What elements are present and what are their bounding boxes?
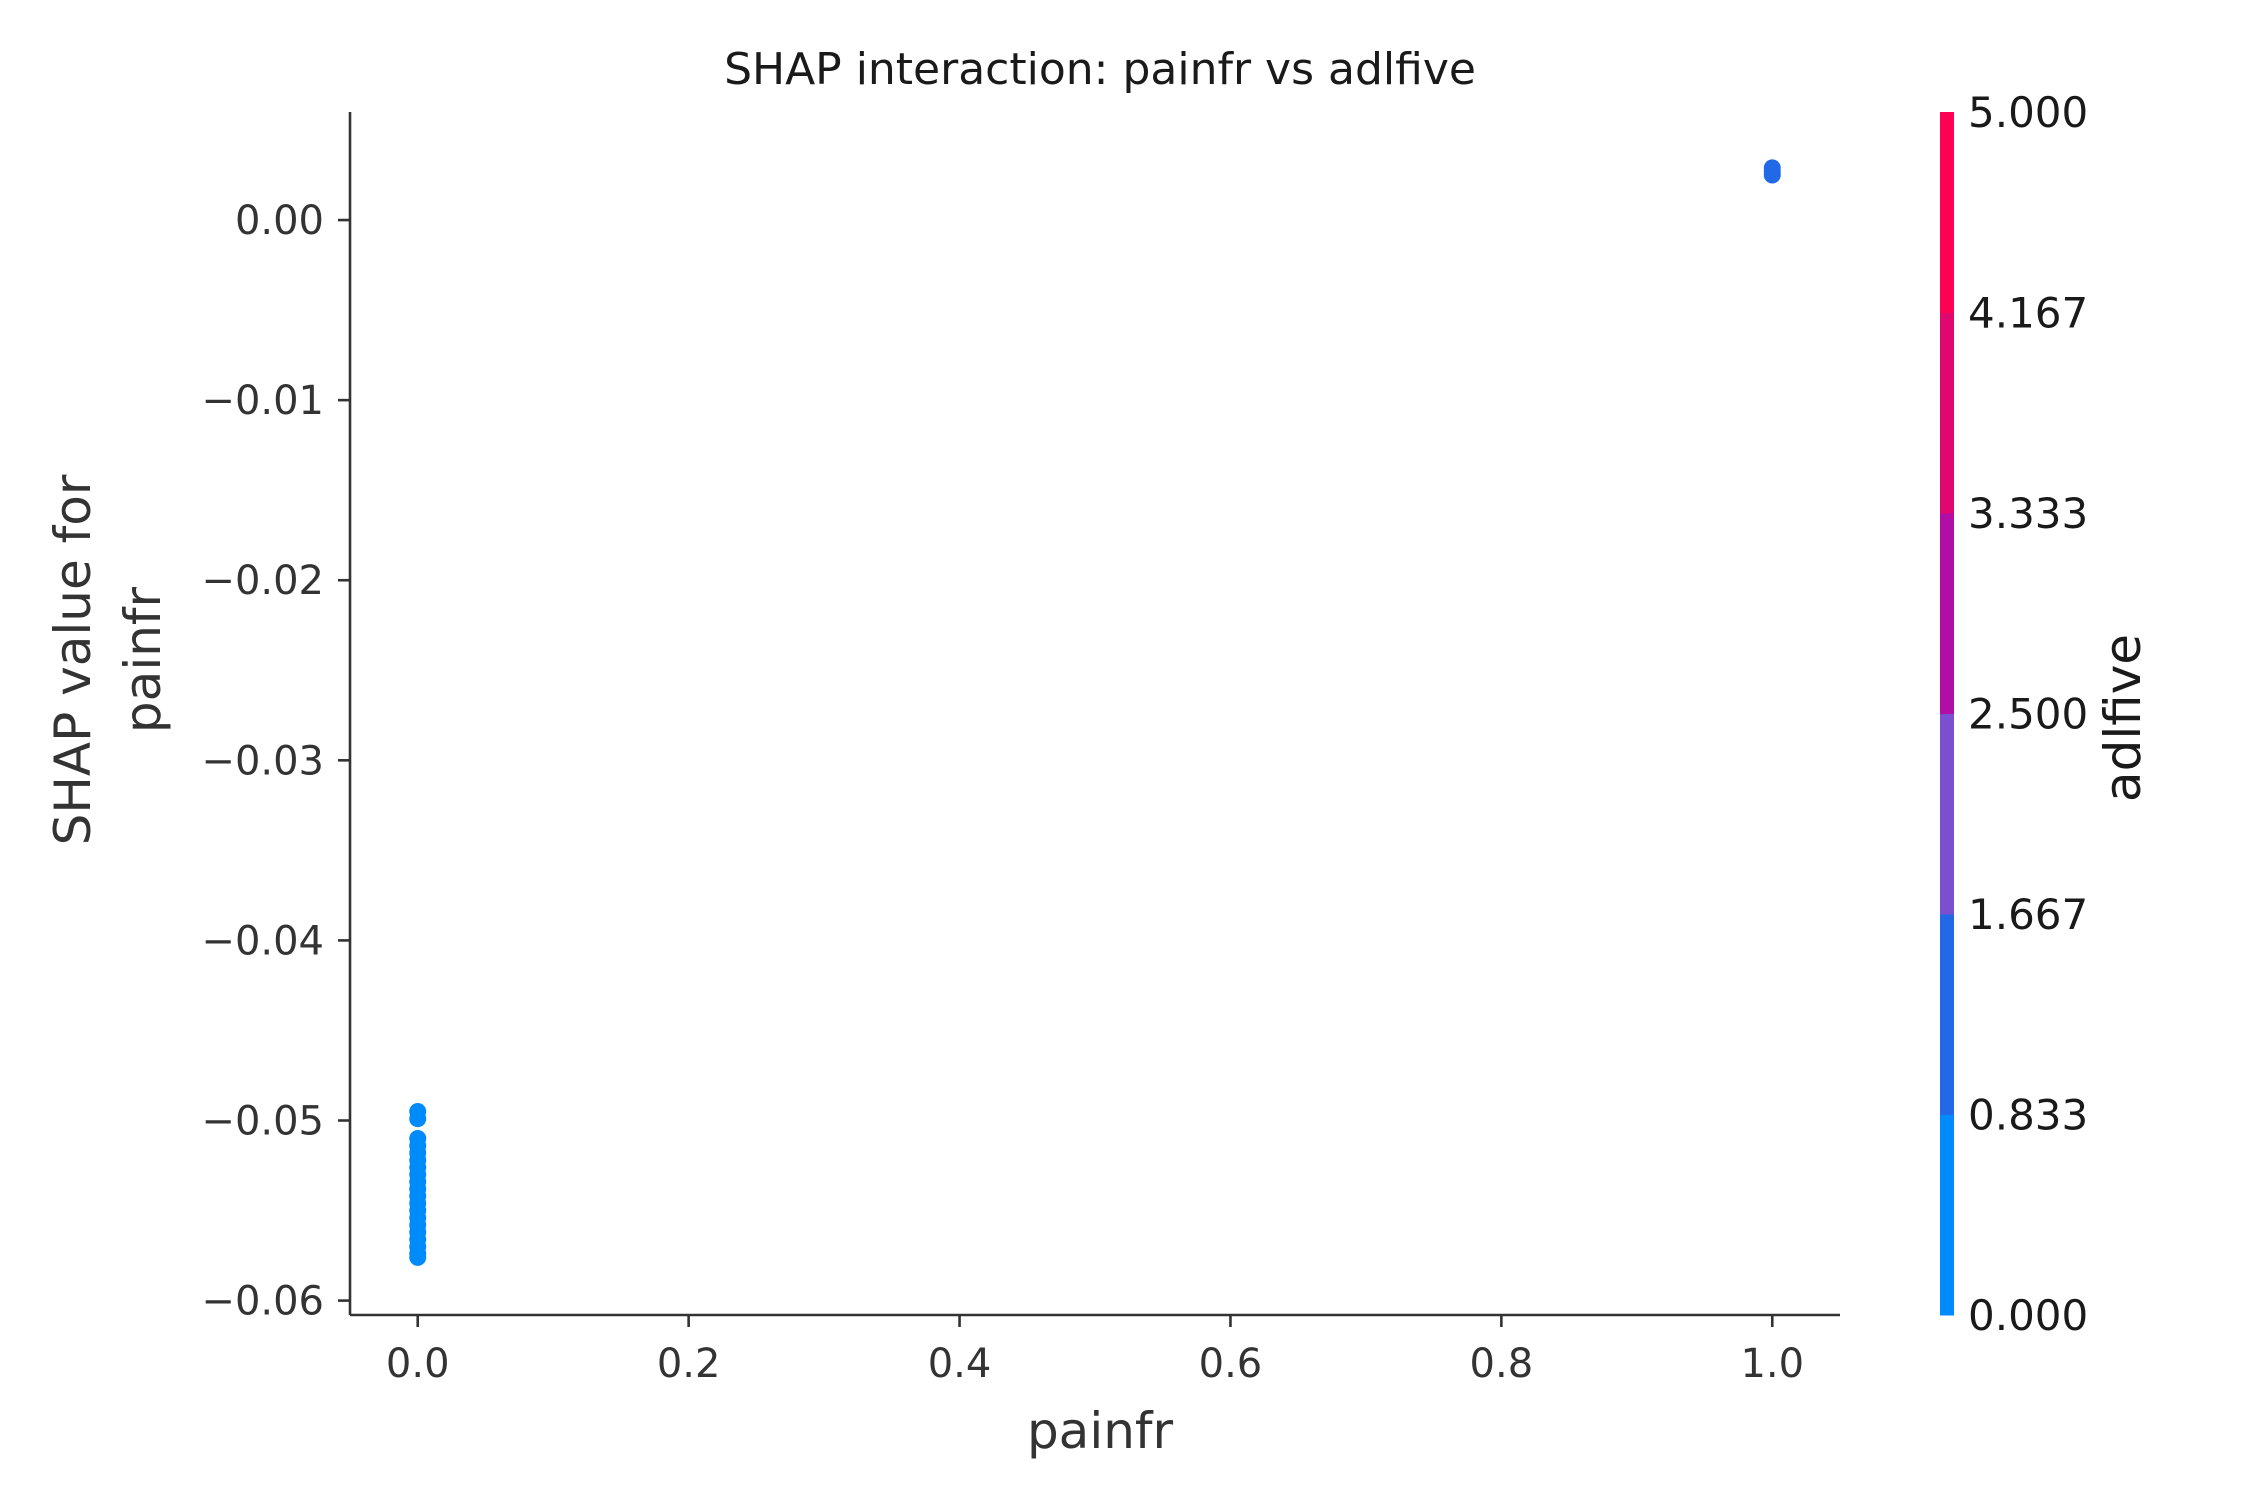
colorbar-band: [1940, 914, 1954, 1115]
colorbar-tick-label: 0.833: [1968, 1091, 2088, 1140]
data-point: [1763, 166, 1781, 184]
x-axis-label: painfr: [1027, 1402, 1174, 1460]
colorbar-tick-label: 1.667: [1968, 890, 2088, 939]
y-tick-label: −0.05: [201, 1099, 324, 1145]
y-axis-label-line-2: painfr: [114, 587, 172, 734]
plot-area: [348, 112, 1840, 1317]
colorbar-band: [1940, 312, 1954, 514]
y-tick-label: −0.02: [201, 558, 324, 604]
colorbar: 0.000 0.833 1.667 2.500 3.333 4.167 5.000: [1940, 88, 2088, 1340]
x-tick-label: 0.8: [1470, 1341, 1534, 1387]
data-points: [409, 159, 1781, 1266]
y-tick-label: −0.01: [201, 378, 324, 424]
y-axis-label-line-1: SHAP value for: [44, 474, 102, 845]
x-tick-label: 0.0: [386, 1341, 450, 1387]
colorbar-band: [1940, 713, 1954, 915]
data-point: [409, 1110, 427, 1128]
y-ticks: 0.00 −0.01 −0.02 −0.03 −0.04 −0.05 −0.06: [201, 198, 350, 1325]
colorbar-tick-label: 3.333: [1968, 489, 2088, 538]
colorbar-band: [1940, 1114, 1954, 1316]
colorbar-tick-label: 0.000: [1968, 1291, 2088, 1340]
colorbar-band: [1940, 112, 1954, 313]
colorbar-tick-label: 5.000: [1968, 88, 2088, 137]
y-tick-label: 0.00: [235, 198, 324, 244]
x-tick-label: 0.2: [657, 1341, 721, 1387]
y-tick-label: −0.04: [201, 918, 324, 964]
y-tick-label: −0.06: [201, 1279, 324, 1325]
data-point: [409, 1248, 427, 1266]
x-tick-label: 0.4: [928, 1341, 992, 1387]
y-axis-label: SHAP value for painfr: [44, 474, 172, 845]
x-ticks: 0.0 0.2 0.4 0.6 0.8 1.0: [386, 1315, 1804, 1387]
colorbar-tick-label: 2.500: [1968, 690, 2088, 739]
chart-title: SHAP interaction: painfr vs adlfive: [724, 44, 1476, 95]
y-tick-label: −0.03: [201, 738, 324, 784]
x-tick-label: 0.6: [1199, 1341, 1263, 1387]
colorbar-tick-label: 4.167: [1968, 288, 2088, 337]
x-tick-label: 1.0: [1740, 1341, 1804, 1387]
colorbar-band: [1940, 513, 1954, 714]
colorbar-label: adlfive: [2094, 634, 2152, 802]
